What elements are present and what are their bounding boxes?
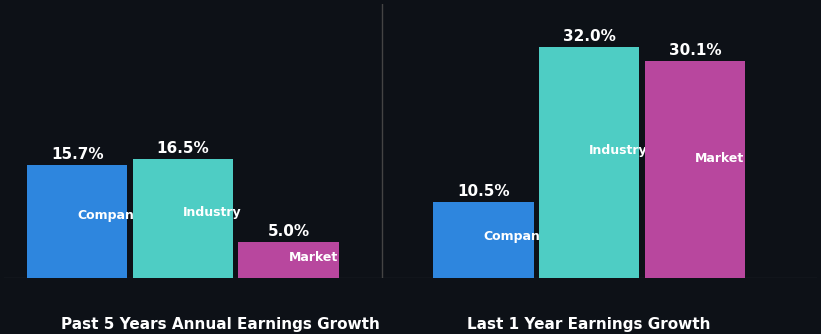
Text: 30.1%: 30.1% <box>668 43 721 58</box>
Bar <box>133 159 233 278</box>
Text: Company: Company <box>484 229 548 242</box>
Bar <box>238 241 339 278</box>
Bar <box>644 61 745 278</box>
Text: 15.7%: 15.7% <box>51 147 103 162</box>
Text: 32.0%: 32.0% <box>563 29 616 44</box>
Bar <box>539 47 640 278</box>
Text: Industry: Industry <box>589 145 648 157</box>
Text: Past 5 Years Annual Earnings Growth: Past 5 Years Annual Earnings Growth <box>61 317 380 332</box>
Text: Last 1 Year Earnings Growth: Last 1 Year Earnings Growth <box>467 317 711 332</box>
Text: 5.0%: 5.0% <box>268 224 310 239</box>
Text: Market: Market <box>695 152 744 165</box>
Bar <box>27 165 127 278</box>
Text: Industry: Industry <box>183 206 241 219</box>
Text: Company: Company <box>77 209 142 222</box>
Bar <box>433 202 534 278</box>
Text: 10.5%: 10.5% <box>457 184 510 199</box>
Text: 16.5%: 16.5% <box>157 141 209 156</box>
Text: Market: Market <box>289 251 338 264</box>
